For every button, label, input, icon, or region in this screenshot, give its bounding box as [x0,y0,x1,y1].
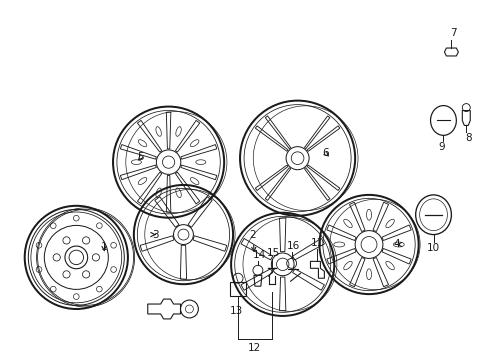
Text: 7: 7 [449,28,456,38]
Text: 3: 3 [150,230,159,239]
Text: 6: 6 [322,148,328,158]
Text: 10: 10 [426,243,439,252]
Text: 11: 11 [310,238,324,248]
Text: 5: 5 [137,152,144,162]
Text: 16: 16 [286,242,300,251]
Text: 4: 4 [393,239,401,249]
Text: 13: 13 [229,306,242,316]
Text: 9: 9 [437,142,444,152]
Text: 14: 14 [253,250,266,260]
Text: 1: 1 [101,243,107,252]
Text: 12: 12 [248,343,261,353]
Text: 15: 15 [266,248,280,258]
Text: 2: 2 [249,230,256,251]
Text: 8: 8 [464,133,470,143]
